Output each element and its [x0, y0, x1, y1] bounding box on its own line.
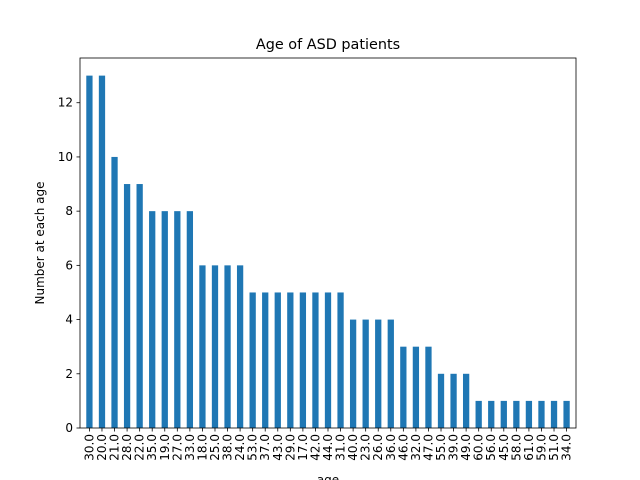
bar: [312, 292, 319, 428]
x-tick-label: 36.0: [384, 434, 398, 461]
x-tick-label: 44.0: [321, 434, 335, 461]
x-tick-label: 29.0: [283, 434, 297, 461]
bar: [236, 265, 244, 428]
x-tick-label: 45.0: [497, 434, 511, 461]
bar: [186, 211, 194, 428]
bar: [161, 211, 168, 428]
bar: [98, 75, 106, 429]
x-tick-label: 60.0: [472, 434, 486, 461]
plot-frame: [79, 57, 577, 429]
x-tick-label: 51.0: [547, 434, 561, 461]
x-tick-label: 24.0: [233, 434, 247, 461]
bar: [287, 292, 294, 428]
bar: [475, 400, 482, 428]
y-tick-label: 6: [65, 258, 73, 272]
x-tick-label: 37.0: [258, 434, 272, 461]
bar: [174, 211, 181, 428]
x-tick-label: 56.0: [484, 434, 498, 461]
x-tick-label: 27.0: [170, 434, 184, 461]
bar: [525, 400, 533, 428]
bar: [149, 211, 156, 428]
bar: [538, 400, 545, 428]
x-tick-label: 31.0: [334, 434, 348, 461]
x-tick-label: 21.0: [108, 434, 122, 461]
bar: [199, 265, 206, 428]
x-tick-label: 23.0: [359, 434, 373, 461]
x-tick-label: 46.0: [396, 434, 410, 461]
y-tick-label: 0: [65, 421, 73, 435]
x-tick-label: 20.0: [95, 434, 109, 461]
x-axis: 30.020.021.028.022.035.019.027.033.018.0…: [82, 428, 574, 461]
bar: [450, 373, 457, 428]
bar: [224, 265, 231, 428]
x-tick-label: 22.0: [133, 434, 147, 461]
x-tick-label: 49.0: [459, 434, 473, 461]
bar: [513, 400, 520, 428]
bar: [425, 346, 432, 428]
bar: [462, 373, 470, 428]
bar: [437, 373, 445, 428]
x-tick-label: 19.0: [158, 434, 172, 461]
bar: [362, 319, 369, 428]
x-axis-label: age: [317, 473, 339, 480]
bar: [86, 75, 93, 429]
x-tick-label: 17.0: [296, 434, 310, 461]
bar: [500, 400, 507, 428]
bar: [211, 265, 219, 428]
x-tick-label: 47.0: [421, 434, 435, 461]
x-tick-label: 58.0: [509, 434, 523, 461]
y-axis-label: Number at each age: [33, 182, 47, 305]
bar: [412, 346, 420, 428]
y-axis: 0 2 4 6 8 10 12: [58, 96, 80, 435]
x-tick-label: 30.0: [82, 434, 96, 461]
x-tick-label: 18.0: [195, 434, 209, 461]
bar: [488, 400, 495, 428]
x-tick-label: 53.0: [246, 434, 260, 461]
bars-group: [86, 75, 570, 429]
y-tick-label: 4: [65, 313, 73, 327]
bar: [262, 292, 269, 428]
y-tick-label: 2: [65, 367, 73, 381]
bar: [123, 184, 131, 428]
x-tick-label: 39.0: [447, 434, 461, 461]
x-tick-label: 61.0: [522, 434, 536, 461]
bar: [550, 400, 558, 428]
x-tick-label: 59.0: [534, 434, 548, 461]
x-tick-label: 40.0: [346, 434, 360, 461]
x-tick-label: 26.0: [371, 434, 385, 461]
chart-title: Age of ASD patients: [256, 37, 400, 53]
x-tick-label: 42.0: [308, 434, 322, 461]
bar: [563, 400, 570, 428]
y-tick-label: 8: [65, 204, 73, 218]
bar: [299, 292, 307, 428]
bar: [111, 156, 118, 428]
bar: [274, 292, 281, 428]
x-tick-label: 28.0: [120, 434, 134, 461]
x-tick-label: 55.0: [434, 434, 448, 461]
x-tick-label: 38.0: [221, 434, 235, 461]
x-tick-label: 33.0: [183, 434, 197, 461]
x-tick-label: 32.0: [409, 434, 423, 461]
bar: [349, 319, 357, 428]
bar: [375, 319, 382, 428]
bar: [249, 292, 256, 428]
bar: [387, 319, 394, 428]
y-tick-label: 12: [58, 96, 73, 110]
bar: [324, 292, 332, 428]
y-tick-label: 10: [58, 150, 73, 164]
x-tick-label: 35.0: [145, 434, 159, 461]
x-tick-label: 34.0: [560, 434, 574, 461]
x-tick-label: 25.0: [208, 434, 222, 461]
x-tick-label: 43.0: [271, 434, 285, 461]
bar: [136, 184, 143, 428]
bar: [337, 292, 344, 428]
bar: [400, 346, 407, 428]
